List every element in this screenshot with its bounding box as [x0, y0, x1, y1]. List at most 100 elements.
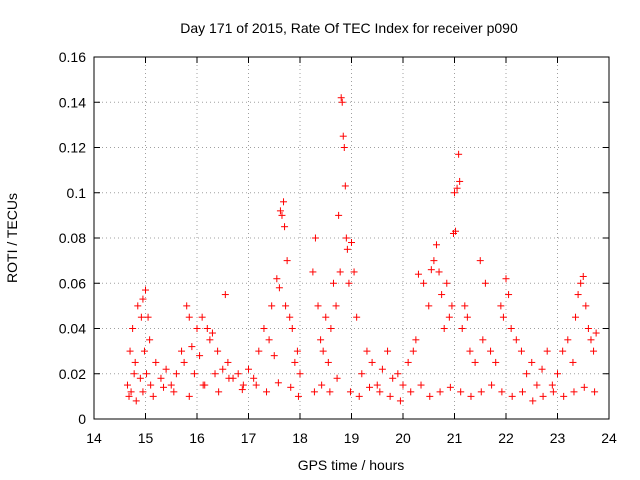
- data-point: [436, 388, 444, 396]
- data-point: [579, 272, 587, 280]
- y-tick-label: 0.14: [59, 94, 86, 110]
- data-point: [206, 336, 214, 344]
- data-point: [497, 302, 505, 310]
- data-point: [572, 313, 580, 321]
- data-point: [499, 313, 507, 321]
- data-point: [507, 325, 515, 332]
- data-point: [234, 370, 242, 378]
- data-point: [502, 275, 510, 283]
- data-point: [311, 234, 319, 242]
- data-point: [198, 313, 206, 321]
- x-axis-label: GPS time / hours: [298, 457, 405, 473]
- data-point: [238, 386, 246, 394]
- data-point: [471, 358, 479, 366]
- data-point: [270, 352, 278, 360]
- y-tick-label: 0.12: [59, 140, 86, 156]
- data-point: [451, 189, 458, 197]
- data-point: [363, 347, 371, 355]
- data-point: [461, 302, 469, 310]
- data-point: [570, 388, 578, 396]
- data-point: [172, 370, 180, 378]
- data-points: [123, 94, 600, 405]
- data-point: [528, 358, 536, 366]
- data-point: [539, 392, 547, 400]
- data-point: [339, 132, 347, 140]
- data-point: [384, 347, 392, 355]
- data-point: [409, 347, 417, 355]
- data-point: [185, 313, 193, 321]
- data-point: [329, 279, 337, 287]
- data-point: [287, 383, 295, 391]
- data-point: [477, 388, 485, 396]
- data-point: [136, 374, 144, 382]
- data-point: [129, 325, 137, 332]
- data-point: [335, 211, 343, 219]
- x-tick-label: 19: [344, 430, 360, 446]
- data-point: [518, 388, 526, 396]
- data-point: [368, 358, 376, 366]
- data-point: [341, 182, 349, 190]
- data-point: [412, 336, 420, 344]
- data-point: [146, 336, 154, 344]
- data-point: [467, 392, 475, 400]
- data-point: [430, 257, 438, 265]
- data-point: [417, 381, 425, 389]
- data-point: [196, 352, 204, 360]
- data-point: [170, 388, 178, 396]
- data-point: [584, 325, 592, 332]
- data-point: [580, 383, 588, 391]
- data-point: [404, 358, 412, 366]
- data-point: [492, 358, 500, 366]
- y-tick-label: 0.06: [59, 275, 86, 291]
- x-tick-label: 17: [241, 430, 257, 446]
- x-tick-label: 14: [86, 430, 102, 446]
- data-point: [139, 388, 147, 396]
- x-tick-label: 15: [138, 430, 154, 446]
- data-point: [250, 374, 258, 382]
- y-axis-label: ROTI / TECUs: [4, 193, 20, 283]
- data-point: [280, 198, 288, 206]
- y-tick-label: 0: [78, 411, 86, 427]
- y-tick-label: 0.08: [59, 230, 86, 246]
- data-point: [508, 392, 516, 400]
- data-point: [366, 383, 374, 391]
- data-point: [127, 388, 135, 396]
- data-point: [453, 184, 461, 192]
- data-point: [132, 397, 140, 405]
- data-point: [559, 347, 567, 355]
- data-point: [324, 358, 332, 366]
- data-point: [425, 302, 433, 310]
- data-point: [190, 370, 198, 378]
- data-point: [577, 279, 585, 287]
- data-point: [310, 388, 318, 396]
- data-point: [438, 291, 446, 299]
- data-point: [440, 325, 448, 332]
- data-point: [326, 388, 334, 396]
- data-point: [386, 392, 394, 400]
- data-point: [592, 329, 600, 337]
- data-point: [338, 98, 346, 106]
- data-point: [456, 177, 464, 185]
- data-point: [183, 302, 191, 310]
- data-point: [245, 365, 252, 373]
- data-point: [533, 381, 541, 389]
- data-point: [343, 245, 351, 253]
- data-point: [314, 302, 322, 310]
- data-point: [265, 336, 273, 344]
- data-point: [466, 347, 474, 355]
- data-point: [263, 388, 271, 396]
- data-point: [463, 313, 471, 321]
- data-point: [162, 365, 170, 373]
- data-point: [564, 336, 572, 344]
- data-point: [275, 284, 283, 292]
- data-point: [457, 388, 465, 396]
- data-point: [140, 347, 148, 355]
- data-point: [130, 370, 138, 378]
- data-point: [337, 94, 345, 102]
- data-point: [587, 336, 595, 344]
- data-point: [283, 257, 291, 265]
- data-point: [221, 291, 229, 299]
- data-point: [215, 388, 223, 396]
- data-point: [157, 374, 165, 382]
